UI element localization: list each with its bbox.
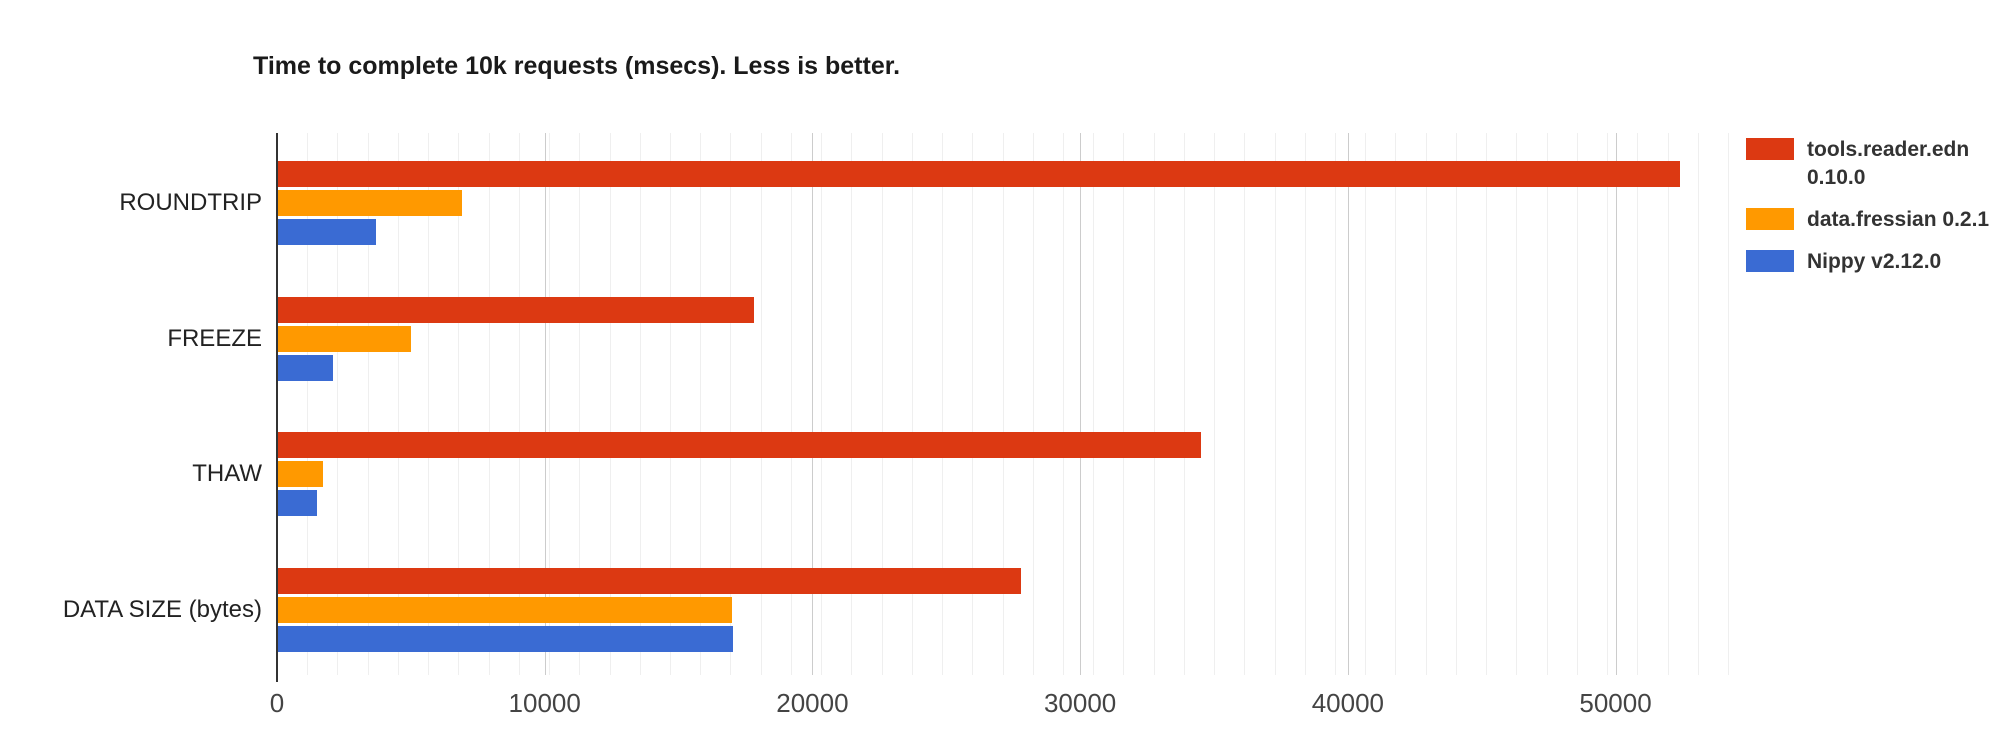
minor-gridline (367, 133, 369, 675)
bar[interactable] (277, 567, 1022, 594)
minor-gridline (1153, 133, 1155, 675)
minor-gridline (1728, 133, 1729, 675)
bar[interactable] (277, 432, 1201, 458)
legend-label: data.fressian 0.2.1 (1807, 208, 1990, 231)
legend: tools.reader.edn 0.10.0 data.fressian 0.2… (1746, 136, 2004, 290)
bar[interactable] (277, 296, 754, 323)
minor-gridline (1516, 133, 1518, 675)
bar[interactable] (277, 490, 318, 516)
minor-gridline (851, 133, 853, 675)
minor-gridline (518, 133, 520, 675)
chart-title: Time to complete 10k requests (msecs). L… (253, 52, 901, 80)
bar[interactable] (277, 325, 411, 352)
bar[interactable] (277, 354, 334, 381)
bar-group (277, 296, 1728, 381)
x-axis-tick-label: 50000 (1579, 688, 1652, 718)
minor-gridline (1093, 133, 1095, 675)
minor-gridline (1002, 133, 1004, 675)
minor-gridline (337, 133, 339, 675)
minor-gridline (1637, 133, 1639, 675)
bar[interactable] (277, 625, 734, 652)
minor-gridline (458, 133, 460, 675)
minor-gridline (1546, 133, 1548, 675)
minor-gridline (1244, 133, 1246, 675)
minor-gridline (609, 133, 611, 675)
minor-gridline (972, 133, 974, 675)
minor-gridline (790, 133, 792, 675)
legend-swatch (1746, 208, 1794, 230)
minor-gridline (821, 133, 823, 675)
bar-group (277, 567, 1728, 652)
minor-gridline (1425, 133, 1427, 675)
minor-gridline (730, 133, 732, 675)
minor-gridline (1123, 133, 1125, 675)
minor-gridline (1576, 133, 1578, 675)
minor-gridline (881, 133, 883, 675)
legend-swatch (1746, 250, 1794, 272)
major-gridline (812, 133, 814, 675)
minor-gridline (700, 133, 702, 675)
legend-item: Nippy v2.12.0 (1746, 248, 2004, 276)
major-gridline (1080, 133, 1082, 675)
category-label: FREEZE (167, 324, 262, 352)
minor-gridline (549, 133, 551, 675)
bar[interactable] (277, 190, 462, 216)
minor-gridline (669, 133, 671, 675)
bar[interactable] (277, 596, 733, 623)
x-axis-tick-label: 30000 (1043, 688, 1117, 718)
major-gridline (544, 133, 546, 675)
bar-group (277, 432, 1728, 516)
minor-gridline (911, 133, 913, 675)
minor-gridline (397, 133, 399, 675)
bar[interactable] (277, 219, 377, 245)
category-label: THAW (192, 460, 262, 487)
minor-gridline (760, 133, 762, 675)
minor-gridline (1183, 133, 1185, 675)
minor-gridline (942, 133, 944, 675)
major-gridline (1615, 133, 1617, 675)
minor-gridline (1365, 133, 1367, 675)
x-axis-baseline (276, 133, 278, 682)
minor-gridline (1304, 133, 1306, 675)
minor-gridline (1274, 133, 1276, 675)
minor-gridline (1395, 133, 1397, 675)
minor-gridline (1607, 133, 1609, 675)
minor-gridline (639, 133, 641, 675)
minor-gridline (1214, 133, 1216, 675)
x-axis-tick-label: 0 (269, 688, 285, 718)
x-axis-tick-label: 40000 (1311, 688, 1384, 718)
minor-gridline (1486, 133, 1488, 675)
minor-gridline (428, 133, 430, 675)
plot-area (277, 133, 1729, 675)
minor-gridline (488, 133, 490, 675)
minor-gridline (307, 133, 309, 675)
bar[interactable] (277, 461, 323, 487)
minor-gridline (1455, 133, 1457, 675)
legend-label: Nippy v2.12.0 (1807, 250, 1942, 273)
legend-swatch (1746, 138, 1794, 160)
minor-gridline (1062, 133, 1064, 675)
category-label: ROUNDTRIP (119, 189, 262, 216)
bar[interactable] (277, 161, 1680, 187)
minor-gridline (579, 133, 581, 675)
category-label: DATA SIZE (bytes) (62, 595, 262, 623)
x-axis-tick-label: 10000 (508, 688, 581, 718)
legend-item: tools.reader.edn 0.10.0 (1746, 136, 2004, 192)
bar-group (277, 161, 1728, 245)
legend-label: tools.reader.edn 0.10.0 (1807, 138, 1970, 189)
legend-item: data.fressian 0.2.1 (1746, 206, 2004, 234)
minor-gridline (1335, 133, 1337, 675)
x-axis-tick-label: 20000 (776, 688, 849, 718)
minor-gridline (1667, 133, 1669, 675)
minor-gridline (1697, 133, 1699, 675)
major-gridline (1347, 133, 1349, 675)
minor-gridline (1032, 133, 1034, 675)
